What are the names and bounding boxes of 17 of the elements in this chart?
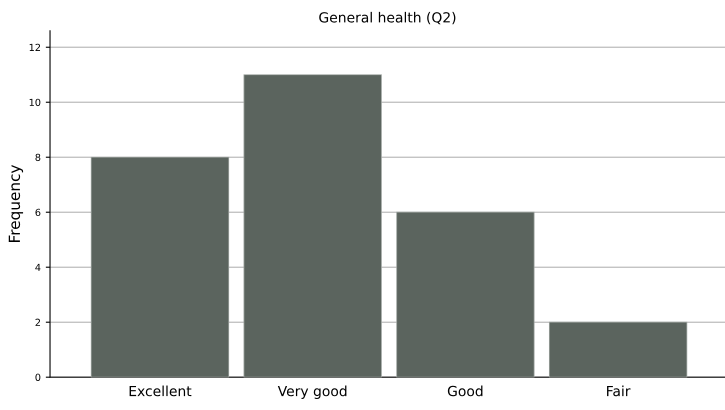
y-tick-label: 6 <box>35 208 40 216</box>
bar <box>396 212 535 378</box>
y-tick-label: 12 <box>30 44 40 51</box>
x-tick-label: Fair <box>607 386 631 396</box>
bar <box>244 74 382 378</box>
x-tick-label: Very good <box>278 386 346 399</box>
bar <box>90 156 230 378</box>
x-tick-label: Excellent <box>130 386 192 396</box>
y-tick-label: 0 <box>35 374 40 382</box>
y-tick-label: 10 <box>30 98 40 106</box>
x-tick-label: Good <box>448 386 482 396</box>
chart-title: General health (Q2) <box>319 12 456 24</box>
y-axis-title: Frequency <box>8 164 24 242</box>
y-tick-label: 2 <box>36 318 40 326</box>
bar <box>548 322 688 378</box>
y-tick-label: 4 <box>35 264 40 271</box>
y-tick-label: 8 <box>35 154 40 162</box>
